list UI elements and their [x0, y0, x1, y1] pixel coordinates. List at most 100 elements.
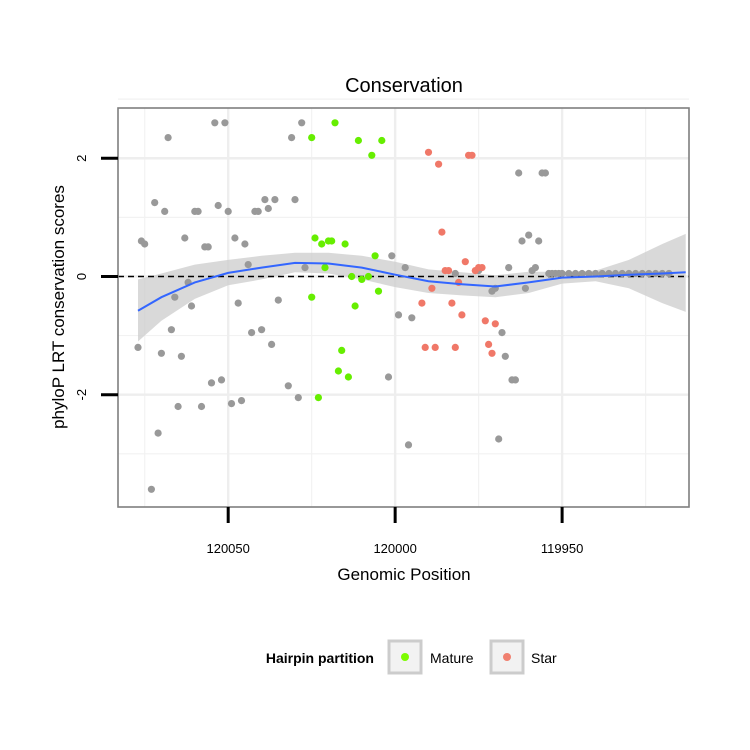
- point-other: [147, 485, 155, 493]
- point-star: [448, 299, 456, 307]
- point-mature: [354, 136, 362, 145]
- point-other: [204, 243, 212, 251]
- point-other: [177, 352, 185, 360]
- point-mature: [334, 367, 342, 375]
- y-tick-label: -2: [74, 389, 89, 401]
- point-other: [224, 207, 232, 215]
- point-other: [214, 201, 222, 210]
- point-star: [445, 267, 453, 275]
- point-other: [565, 269, 573, 278]
- point-other: [248, 329, 256, 337]
- point-other: [221, 119, 229, 127]
- point-other: [264, 204, 272, 213]
- point-other: [578, 269, 586, 278]
- x-tick-label: 119950: [541, 541, 583, 556]
- point-other: [227, 400, 236, 408]
- point-mature: [308, 134, 316, 142]
- point-mature: [331, 119, 339, 127]
- point-mature: [344, 373, 352, 381]
- point-other: [211, 119, 219, 127]
- point-other: [134, 343, 142, 351]
- point-other: [237, 397, 246, 405]
- legend-label-star: Star: [531, 650, 557, 666]
- point-mature: [311, 234, 319, 242]
- y-axis: -2 0 2: [74, 155, 118, 401]
- point-other: [541, 169, 550, 177]
- plot-panel: [118, 108, 689, 507]
- point-other: [161, 207, 169, 215]
- point-mature: [308, 293, 316, 301]
- point-other: [271, 196, 279, 204]
- point-other: [558, 269, 566, 278]
- point-other: [531, 264, 540, 272]
- point-other: [401, 264, 409, 272]
- legend-label-mature: Mature: [430, 650, 474, 666]
- point-other: [234, 299, 242, 307]
- x-tick-label: 120000: [373, 541, 416, 556]
- point-star: [435, 160, 443, 168]
- legend-dot-mature: [401, 653, 409, 661]
- point-other: [394, 311, 403, 319]
- point-other: [521, 284, 530, 292]
- x-tick-label: 120050: [206, 541, 249, 556]
- point-mature: [364, 272, 372, 281]
- data-points: [134, 119, 673, 493]
- point-other: [244, 261, 252, 269]
- point-other: [404, 441, 413, 449]
- point-other: [207, 379, 216, 387]
- point-other: [181, 234, 189, 242]
- x-axis-label: Genomic Position: [337, 565, 470, 584]
- point-star: [468, 151, 476, 159]
- point-other: [171, 293, 179, 301]
- point-other: [511, 376, 519, 384]
- point-star: [431, 343, 439, 351]
- point-other: [451, 269, 459, 278]
- point-other: [187, 302, 196, 310]
- point-star: [451, 343, 459, 351]
- point-other: [268, 340, 276, 348]
- y-axis-label: phyloP LRT conservation scores: [49, 185, 68, 429]
- y-tick-label: 0: [74, 273, 89, 280]
- point-other: [254, 207, 262, 215]
- point-other: [535, 237, 543, 245]
- point-other: [585, 269, 593, 278]
- point-mature: [371, 252, 379, 260]
- point-star: [418, 299, 426, 307]
- point-other: [408, 314, 416, 322]
- legend-dot-star: [503, 653, 511, 661]
- point-other: [164, 134, 172, 142]
- point-star: [438, 228, 446, 236]
- point-other: [261, 196, 269, 204]
- point-star: [491, 320, 499, 328]
- point-other: [518, 237, 526, 245]
- point-other: [591, 269, 600, 278]
- legend-item-star: Star: [489, 639, 557, 675]
- smooth-line: [137, 261, 686, 312]
- point-other: [151, 199, 159, 207]
- legend-item-mature: Mature: [387, 639, 474, 675]
- point-other: [298, 119, 306, 127]
- confidence-band: [138, 233, 686, 342]
- x-axis: 120050 120000 119950: [206, 507, 583, 556]
- point-mature: [351, 302, 359, 310]
- point-other: [231, 234, 239, 242]
- point-other: [515, 169, 523, 177]
- point-other: [284, 382, 292, 390]
- point-other: [288, 134, 296, 142]
- point-other: [505, 264, 513, 272]
- point-star: [488, 349, 496, 357]
- point-other: [258, 326, 266, 334]
- point-other: [571, 269, 580, 278]
- point-mature: [368, 151, 376, 159]
- point-mature: [358, 275, 366, 283]
- point-star: [481, 317, 489, 325]
- legend-title: Hairpin partition: [266, 650, 374, 666]
- point-mature: [321, 264, 329, 272]
- point-other: [525, 231, 533, 239]
- legend: Hairpin partition Mature Star: [266, 639, 557, 675]
- point-other: [501, 352, 509, 360]
- point-other: [217, 376, 226, 384]
- point-star: [461, 258, 469, 266]
- point-other: [197, 402, 206, 411]
- point-other: [384, 373, 393, 381]
